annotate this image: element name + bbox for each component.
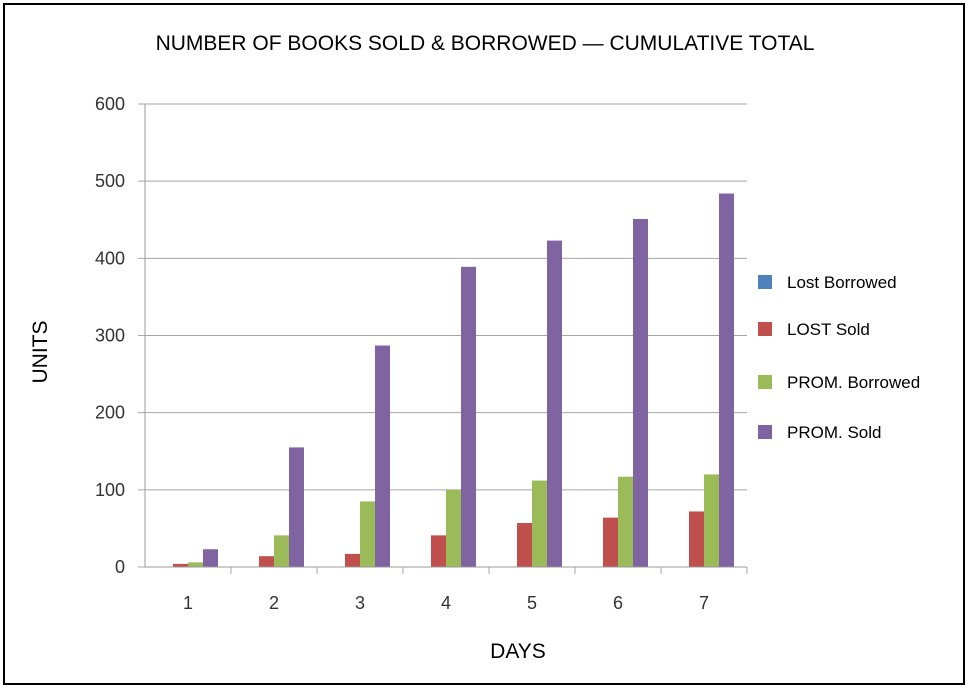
bar (289, 447, 304, 567)
bar (188, 562, 203, 567)
x-tick-label: 7 (699, 593, 709, 613)
x-tick-label: 2 (269, 593, 279, 613)
y-tick-label: 100 (95, 480, 125, 500)
bar (203, 549, 218, 567)
x-tick-label: 4 (441, 593, 451, 613)
bar (689, 511, 704, 567)
x-tick-label: 5 (527, 593, 537, 613)
y-tick-label: 300 (95, 326, 125, 346)
bar (633, 218, 648, 567)
bar (345, 553, 360, 567)
bar (431, 535, 446, 567)
legend-label: LOST Sold (787, 320, 870, 339)
bar (461, 266, 476, 567)
legend-swatch (758, 275, 772, 289)
chart-frame (3, 3, 965, 685)
legend-swatch (758, 425, 772, 439)
bar (446, 489, 461, 567)
bar (603, 517, 618, 567)
x-tick-label: 1 (183, 593, 193, 613)
y-axis-label: UNITS (29, 321, 52, 384)
legend-label: Lost Borrowed (787, 273, 897, 292)
bar (173, 563, 188, 567)
x-axis-label: DAYS (490, 640, 546, 663)
legend: Lost Borrowed LOST Sold PROM. Borrowed PROM… (758, 273, 920, 442)
bar (547, 240, 562, 567)
bar (719, 193, 734, 567)
bar (360, 501, 375, 567)
legend-label: PROM. Borrowed (787, 373, 920, 392)
bar (259, 556, 274, 567)
legend-label: PROM. Sold (787, 423, 881, 442)
legend-swatch (758, 375, 772, 389)
x-tick-label: 3 (355, 593, 365, 613)
y-tick-label: 500 (95, 171, 125, 191)
y-tick-label: 200 (95, 403, 125, 423)
x-axis-ticks: 1 2 3 4 5 6 7 (183, 567, 748, 613)
y-tick-label: 600 (95, 94, 125, 114)
chart-title: NUMBER OF BOOKS SOLD & BORROWED — CUMULA… (156, 32, 815, 55)
y-axis-ticks: 0 100 200 300 400 500 600 (95, 94, 125, 577)
bar (375, 345, 390, 567)
bar (274, 535, 289, 567)
bars (173, 193, 734, 567)
legend-swatch (758, 322, 772, 336)
y-tick-label: 0 (115, 557, 125, 577)
y-tick-label: 400 (95, 248, 125, 268)
bar (704, 474, 719, 567)
bar (517, 523, 532, 567)
bar (532, 480, 547, 567)
x-tick-label: 6 (613, 593, 623, 613)
bar (618, 476, 633, 567)
gridlines (138, 103, 747, 568)
